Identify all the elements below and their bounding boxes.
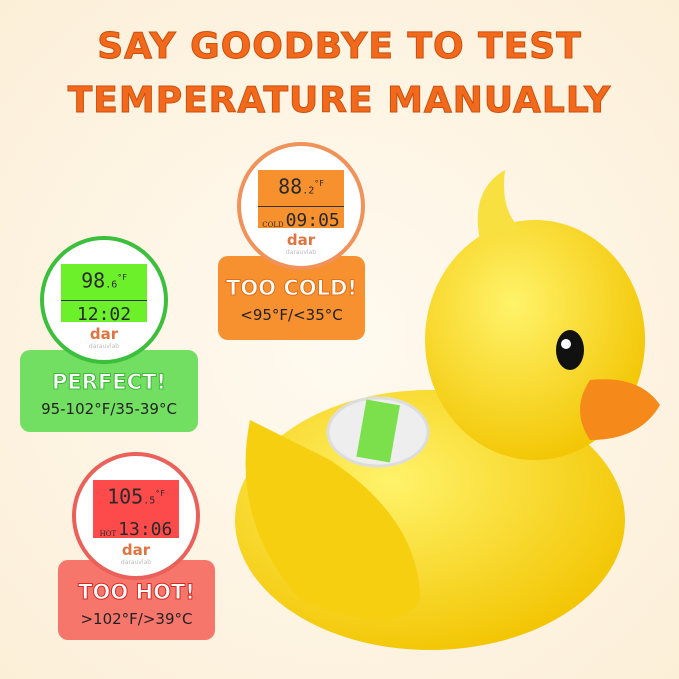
- brand-sub-text: darauvlab: [120, 559, 152, 567]
- duck-wing: [245, 420, 420, 620]
- hot-lcd: 105.5°F HOT 13:06: [92, 480, 180, 540]
- hot-status: TOO HOT!: [78, 580, 196, 605]
- cold-decimal: 2: [308, 185, 315, 197]
- duck-eye: [556, 330, 584, 370]
- duck-crest: [477, 170, 520, 240]
- headline-line-1: SAY GOODBYE TO TEST: [97, 26, 582, 68]
- cold-temp: 88: [278, 174, 303, 199]
- perfect-lcd: 98.6°F 12:02: [60, 264, 148, 325]
- cold-range: <95°F/<35°C: [240, 306, 343, 324]
- hot-range: >102°F/>39°C: [80, 610, 193, 628]
- brand-logo-text: dar: [89, 325, 119, 344]
- duck-eye-highlight: [561, 339, 571, 349]
- cold-status: TOO COLD!: [226, 276, 358, 301]
- perfect-range: 95-102°F/35-39°C: [41, 400, 177, 418]
- brand-logo: dar darauvlab: [241, 231, 361, 256]
- perfect-unit: °F: [117, 273, 127, 282]
- hot-thermometer-dial: 105.5°F HOT 13:06 dar darauvlab: [72, 452, 200, 580]
- brand-sub-text: darauvlab: [88, 343, 120, 351]
- duck-display-lcd: [356, 399, 400, 463]
- cold-thermometer-dial: 88.2°F COLD 09:05 dar darauvlab: [237, 142, 365, 270]
- brand-logo: dar darauvlab: [44, 325, 164, 350]
- perfect-decimal: 6: [111, 279, 118, 291]
- brand-sub-text: darauvlab: [285, 249, 317, 257]
- cold-state-card: TOO COLD! <95°F/<35°C: [218, 256, 365, 340]
- hot-time: 13:06: [118, 518, 173, 540]
- perfect-thermometer-dial: 98.6°F 12:02 dar darauvlab: [40, 236, 168, 364]
- perfect-status: PERFECT!: [52, 370, 167, 395]
- perfect-time: 12:02: [76, 303, 132, 325]
- brand-logo-text: dar: [286, 231, 316, 250]
- cold-lcd: 88.2°F COLD 09:05: [257, 170, 345, 231]
- hot-tag: HOT: [99, 529, 117, 538]
- cold-tag: COLD: [262, 220, 284, 229]
- brand-logo-text: dar: [121, 541, 151, 560]
- brand-logo: dar darauvlab: [76, 541, 196, 566]
- hot-decimal: 5: [149, 495, 156, 507]
- cold-unit: °F: [314, 179, 324, 188]
- headline-line-2: TEMPERATURE MANUALLY: [67, 80, 612, 122]
- hot-unit: °F: [155, 489, 165, 498]
- hot-temp: 105: [107, 484, 144, 509]
- perfect-temp: 98: [81, 268, 106, 293]
- duck-beak: [580, 379, 660, 440]
- cold-time: 09:05: [285, 209, 340, 231]
